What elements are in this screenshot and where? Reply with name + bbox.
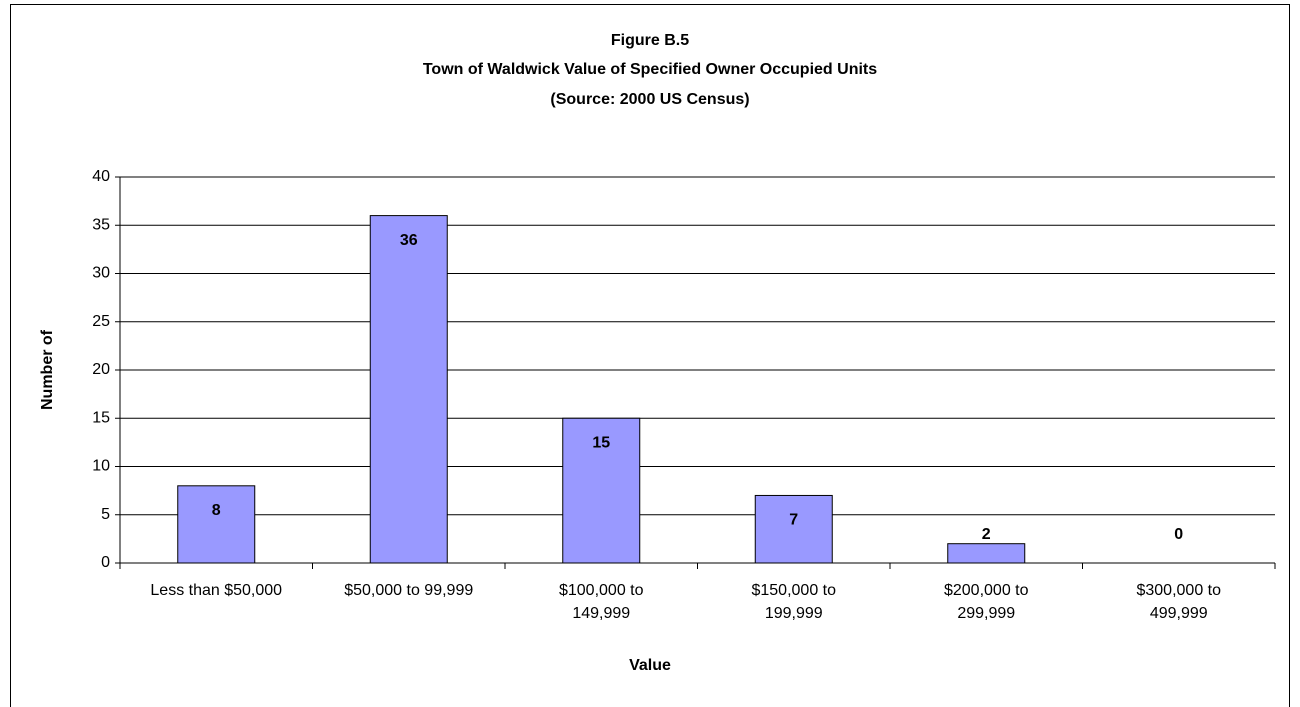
data-label: 2 <box>982 526 991 543</box>
data-label: 0 <box>1174 526 1183 543</box>
x-tick-label: $300,000 to 499,999 <box>1136 582 1222 622</box>
x-tick-label: $150,000 to 199,999 <box>751 582 837 622</box>
x-tick-label-box: Less than $50,000 <box>150 582 283 599</box>
x-tick-label: $50,000 to 99,999 <box>344 582 474 599</box>
y-tick-label: 25 <box>92 313 110 330</box>
y-tick-label: 35 <box>92 216 110 233</box>
x-axis-label: Value <box>629 657 671 674</box>
x-tick-label-box: $300,000 to 499,999 <box>1136 582 1222 622</box>
x-tick-label: Less than $50,000 <box>150 582 283 599</box>
chart-frame <box>10 4 1290 707</box>
chart-subtitle: Town of Waldwick Value of Specified Owne… <box>423 61 877 78</box>
chart-source: (Source: 2000 US Census) <box>550 91 749 108</box>
x-tick-label-box: $150,000 to 199,999 <box>751 582 837 622</box>
x-tick-label-box: $200,000 to 299,999 <box>943 582 1029 622</box>
y-tick-label: 40 <box>92 168 110 185</box>
chart-title: Figure B.5 <box>611 32 689 49</box>
data-label: 15 <box>592 434 610 451</box>
x-tick-label: $100,000 to 149,999 <box>558 582 644 622</box>
y-tick-label: 10 <box>92 458 110 475</box>
bar <box>177 485 256 564</box>
y-tick-label: 30 <box>92 265 110 282</box>
y-axis-label: Number of <box>39 329 56 410</box>
data-label: 7 <box>789 512 798 529</box>
bar <box>562 417 641 564</box>
x-tick-label-box: $50,000 to 99,999 <box>344 582 474 599</box>
data-label: 36 <box>400 232 418 249</box>
x-tick-label-box: $100,000 to 149,999 <box>558 582 644 622</box>
y-tick-label: 5 <box>101 506 110 523</box>
data-label: 8 <box>212 502 221 519</box>
x-tick-label: $200,000 to 299,999 <box>943 582 1029 622</box>
bar <box>754 494 833 564</box>
y-tick-label: 0 <box>101 554 110 571</box>
y-tick-label: 20 <box>92 361 110 378</box>
bar <box>947 543 1026 564</box>
bar <box>369 215 448 564</box>
y-tick-label: 15 <box>92 409 110 426</box>
